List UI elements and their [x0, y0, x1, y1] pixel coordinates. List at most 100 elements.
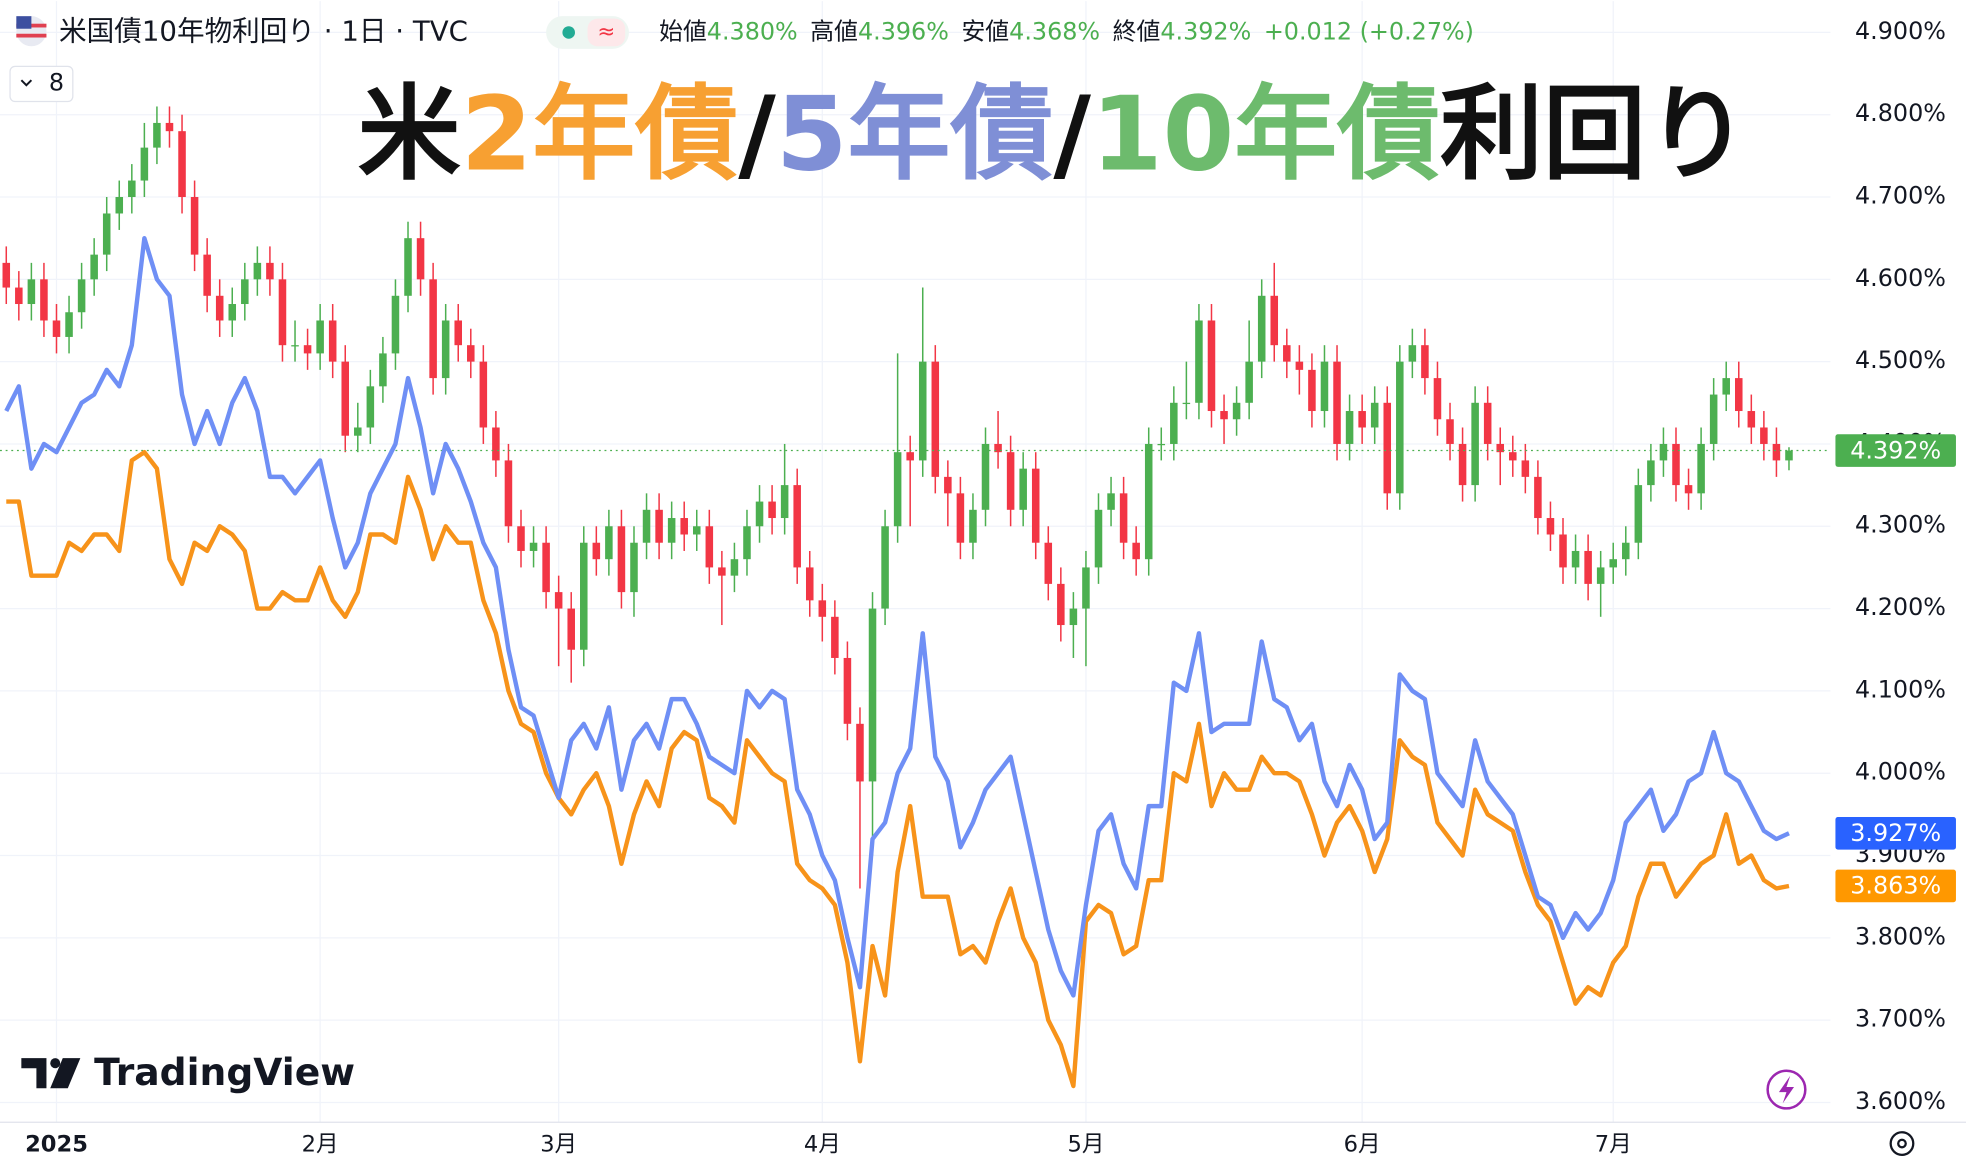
delay-icon: ≈	[597, 19, 615, 44]
candle-body	[918, 361, 927, 461]
candle-body	[981, 443, 990, 510]
candle-body	[580, 542, 588, 650]
x-tick-label: 2025	[25, 1131, 88, 1157]
candle-body	[1257, 295, 1266, 362]
candle-body	[1596, 567, 1605, 584]
candle-body	[190, 197, 199, 255]
change: +0.012 (+0.27%)	[1264, 17, 1474, 45]
candle-body	[128, 180, 136, 198]
ohlc-value: 4.392%	[1160, 17, 1251, 45]
candle-body	[115, 197, 124, 214]
x-tick-label: 3月	[540, 1131, 577, 1157]
candle-body	[780, 485, 789, 519]
candle-body	[278, 279, 287, 346]
candle-body	[341, 361, 350, 436]
candle-body	[856, 723, 864, 782]
candle-body	[642, 509, 651, 543]
candle-body	[542, 542, 550, 593]
y-tick-label: 4.800%	[1855, 99, 1946, 127]
candle-body	[65, 312, 73, 337]
candle-body	[1031, 468, 1040, 543]
y-tick-label: 4.500%	[1855, 346, 1946, 374]
candle-body	[805, 567, 814, 601]
y-tick-label: 3.700%	[1855, 1005, 1946, 1033]
settings-button[interactable]	[1889, 1131, 1915, 1156]
ohlc-label: 安値	[961, 17, 1009, 45]
lightning-button[interactable]	[1766, 1069, 1807, 1110]
candle-body	[203, 254, 211, 296]
candle-body	[1647, 460, 1655, 486]
title-part: 5年債	[776, 75, 1053, 195]
candle-body	[743, 526, 751, 560]
candle-body	[705, 526, 714, 568]
candle-body	[931, 361, 940, 477]
candle-body	[391, 295, 400, 354]
y-tick-label: 3.800%	[1855, 922, 1946, 950]
candle-body	[1157, 443, 1166, 446]
candle-body	[969, 509, 977, 543]
candle-body	[1006, 452, 1015, 510]
title-part: /	[1053, 75, 1091, 195]
last-value-label: 3.927%	[1850, 819, 1941, 847]
candle-body	[1471, 402, 1479, 486]
candle-body	[15, 287, 23, 305]
candle-body	[831, 616, 839, 658]
candle-body	[1772, 443, 1781, 461]
axis: 4.900%4.800%4.700%4.600%4.500%4.400%4.30…	[0, 17, 1966, 1157]
candle-body	[680, 518, 688, 535]
last-value-label: 3.863%	[1850, 872, 1941, 900]
ohlc: 始値4.380% 高値4.396% 安値4.368% 終値4.392% +0.012 (…	[659, 17, 1474, 45]
candle-body	[630, 542, 638, 593]
candle-body	[793, 485, 801, 568]
candle-body	[1044, 542, 1053, 584]
candle-body	[215, 295, 224, 321]
candle-body	[944, 476, 952, 494]
candle-body	[1421, 345, 1429, 379]
marks	[0, 106, 1831, 1089]
candle-body	[592, 542, 601, 560]
candle-body	[1207, 320, 1216, 412]
candle-body	[1546, 518, 1555, 535]
candle-body	[1697, 443, 1705, 494]
candle-body	[1396, 361, 1404, 494]
y-tick-label: 4.200%	[1855, 593, 1946, 621]
candle-body	[1345, 411, 1354, 444]
candle-body	[228, 304, 237, 321]
header: 米国債10年物利回り · 1日 · TVC ≈ 始値4.380% 高値4.396%…	[9, 14, 1749, 195]
candle-body	[1119, 493, 1128, 543]
candle-body	[1735, 378, 1743, 412]
candle-body	[77, 279, 86, 313]
candle-body	[1458, 443, 1467, 486]
chevron	[20, 79, 33, 87]
ohlc-value: 4.380%	[707, 17, 798, 45]
candle-body	[441, 320, 450, 379]
lightning-icon	[1778, 1075, 1795, 1104]
title-part: /	[738, 75, 776, 195]
candle-body	[730, 559, 739, 576]
candle-body	[994, 443, 1002, 453]
indicator-toggle[interactable]	[9, 65, 74, 103]
settings-icon	[1897, 1138, 1907, 1149]
candle-body	[1622, 542, 1630, 560]
candle-body	[1320, 361, 1329, 412]
candle-body	[1496, 443, 1505, 453]
candle-body	[1295, 361, 1304, 370]
candle-body	[241, 279, 249, 305]
last-value-box	[1835, 869, 1956, 903]
brand: TradingView	[21, 1050, 355, 1094]
candle-body	[818, 600, 827, 617]
candle-body	[102, 213, 111, 255]
candle-body	[354, 427, 362, 436]
candle-body	[454, 320, 462, 346]
candle-body	[1534, 476, 1542, 519]
candle-body	[868, 608, 877, 782]
candle-body	[492, 427, 500, 461]
brand-name: TradingView	[94, 1050, 355, 1094]
candle-body	[617, 526, 626, 593]
candle-body	[1019, 468, 1027, 510]
candle-body	[843, 657, 852, 724]
candle-body	[379, 353, 387, 387]
candle-body	[1483, 402, 1492, 444]
candle-body	[1333, 361, 1341, 444]
